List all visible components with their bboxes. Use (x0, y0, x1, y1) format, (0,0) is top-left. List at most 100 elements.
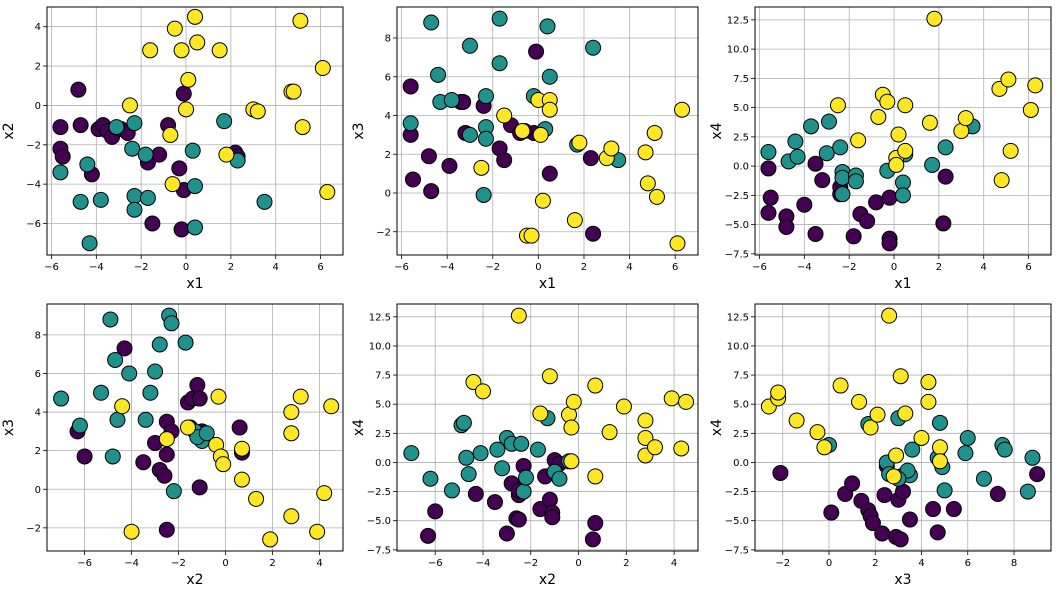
x-tick-label: −2 (775, 558, 790, 569)
data-point (532, 405, 549, 422)
data-point (870, 108, 887, 125)
data-point (477, 88, 494, 105)
data-point (1002, 142, 1019, 159)
data-point (104, 448, 121, 465)
data-point (920, 393, 937, 410)
data-point (81, 235, 98, 252)
data-point (323, 398, 340, 415)
data-point (465, 374, 482, 391)
data-point (1000, 71, 1017, 88)
data-point (541, 68, 558, 85)
y-tick-label: −7.5 (725, 545, 749, 556)
data-point (233, 440, 250, 457)
x-tick-label: 0 (183, 262, 189, 273)
data-point (92, 191, 109, 208)
data-point (54, 148, 71, 165)
data-point (319, 184, 336, 201)
x-tick-label: −4 (440, 262, 455, 273)
data-point (489, 441, 506, 458)
data-point (582, 150, 599, 167)
x-tick-label: −6 (752, 262, 767, 273)
x-axis-label: x3 (894, 572, 911, 588)
data-point (142, 384, 159, 401)
data-point (829, 97, 846, 114)
y-tick-label: 8 (35, 330, 41, 341)
x-tick-label: 6 (1025, 262, 1031, 273)
data-point (926, 10, 943, 27)
data-point (603, 140, 620, 157)
x-tick-label: −2 (842, 262, 857, 273)
y-tick-label: 5.0 (733, 103, 749, 114)
data-point (162, 126, 179, 143)
data-point (71, 417, 88, 434)
data-point (821, 113, 837, 130)
data-point (262, 531, 279, 548)
y-tick-label: 2 (385, 150, 391, 161)
data-point (639, 175, 656, 192)
data-point (316, 485, 333, 502)
data-point (788, 412, 805, 429)
data-point (539, 18, 556, 35)
data-point (175, 85, 192, 102)
data-point (158, 446, 175, 463)
data-point (1029, 466, 1046, 483)
data-point (249, 103, 266, 120)
y-tick-label: 6 (385, 72, 391, 83)
y-tick-label: 2.5 (733, 429, 749, 440)
y-tick-label: 2.5 (375, 429, 391, 440)
x-tick-label: −2 (523, 558, 538, 569)
plot-frame (396, 303, 699, 552)
data-point (1022, 101, 1039, 118)
y-tick-label: −5.0 (725, 220, 749, 231)
data-point (807, 225, 824, 242)
data-point (566, 212, 583, 229)
data-point (975, 470, 992, 487)
data-point (137, 411, 154, 428)
data-point (585, 39, 602, 56)
data-point (996, 441, 1013, 458)
data-point (859, 213, 876, 230)
data-point (187, 178, 203, 195)
data-point (423, 183, 440, 200)
x-tick-label: 2 (581, 262, 587, 273)
data-point (674, 101, 691, 118)
data-point (191, 390, 208, 407)
data-point (402, 78, 419, 95)
data-point (945, 501, 962, 518)
points-layer (760, 10, 1044, 252)
data-point (510, 307, 527, 324)
data-point (615, 398, 632, 415)
data-point (816, 439, 833, 456)
data-point (184, 142, 201, 159)
y-tick-label: −2 (26, 523, 41, 534)
data-point (563, 419, 580, 436)
data-point (936, 482, 953, 499)
data-point (422, 470, 439, 487)
data-point (477, 130, 494, 147)
x-tick-label: 4 (316, 558, 322, 569)
data-point (231, 419, 248, 436)
data-point (189, 377, 206, 394)
y-tick-label: 2 (35, 446, 41, 457)
data-point (404, 171, 421, 188)
scatter-panel-6: −2 0 2 4 6 8 −7.5 −5.0 −2.5 0.0 2.5 5.0 7.5 10.0 12.5 x… (709, 303, 1052, 588)
data-point (814, 172, 831, 189)
data-point (139, 189, 156, 206)
x-tick-label: 2 (228, 262, 234, 273)
data-point (151, 146, 168, 163)
data-point (475, 383, 491, 400)
y-tick-label: −4 (26, 180, 41, 191)
y-tick-label: 12.5 (727, 312, 749, 323)
data-point (1027, 77, 1044, 94)
data-point (473, 159, 490, 176)
data-point (427, 503, 444, 520)
data-point (778, 218, 795, 235)
data-point (256, 193, 273, 210)
x-tick-label: 4 (918, 558, 924, 569)
data-point (283, 404, 300, 421)
data-point (491, 10, 508, 27)
x-tick-label: 0 (826, 558, 832, 569)
data-point (648, 188, 665, 205)
data-point (126, 115, 143, 132)
data-point (420, 527, 437, 544)
